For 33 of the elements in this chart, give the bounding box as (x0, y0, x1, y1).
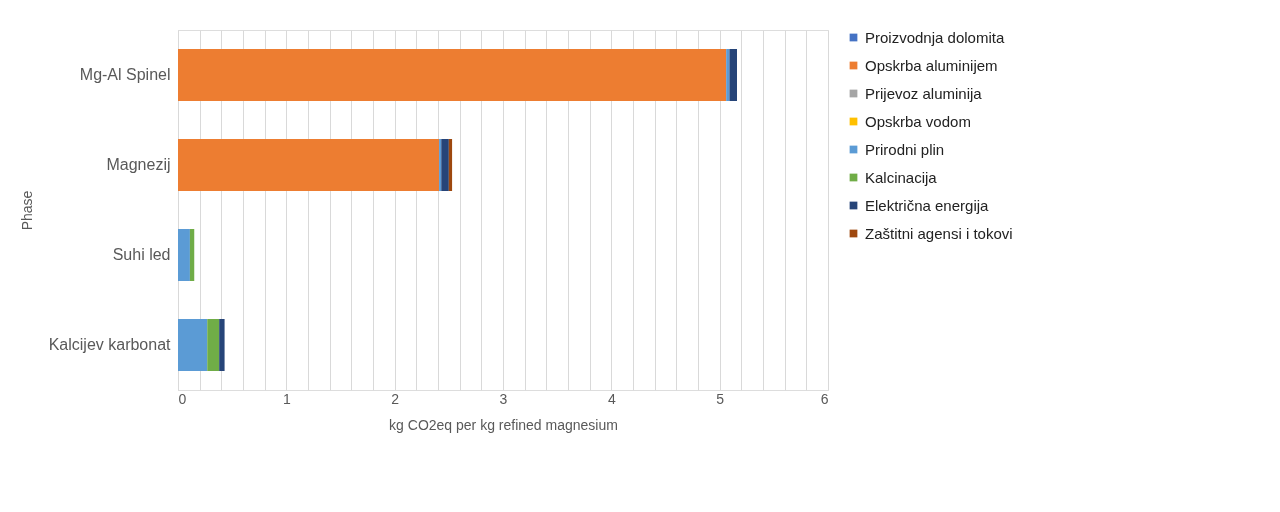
x-tick-label: 2 (391, 390, 400, 407)
legend-label: Proizvodnja dolomita (865, 28, 1005, 46)
bar (178, 139, 440, 191)
bar (178, 319, 208, 371)
bar (219, 319, 225, 371)
legend-label: Opskrba vodom (865, 112, 971, 130)
bar (729, 49, 737, 101)
bar (207, 319, 220, 371)
bar (178, 49, 727, 101)
legend-label: Prijevoz aluminija (865, 84, 983, 102)
legend-label: Prirodni plin (865, 140, 945, 158)
legend-label: Zaštitni agensi i tokovi (865, 224, 1013, 242)
y-tick-label: Magnezij (106, 156, 171, 173)
x-tick-label: 1 (282, 390, 291, 407)
x-tick-label: 4 (607, 390, 616, 407)
x-tick-label: 0 (178, 390, 187, 407)
bar (726, 49, 730, 101)
x-tick-label: 3 (499, 390, 508, 407)
y-axis-title: Phase (18, 190, 35, 231)
bar (439, 139, 442, 191)
x-tick-label: 5 (716, 390, 725, 407)
legend-label: Električna energija (865, 196, 990, 214)
y-tick-label: Kalcijev karbonat (48, 336, 172, 353)
bar (189, 229, 195, 281)
legend-label: Kalcinacija (865, 168, 938, 186)
x-tick-label: 6 (820, 390, 829, 407)
y-tick-label: Mg-Al Spinel (79, 66, 171, 83)
x-axis-title: kg CO2eq per kg refined magnesium (389, 416, 618, 433)
legend-label: Opskrba aluminijem (865, 56, 998, 74)
bar (178, 229, 190, 281)
bar (448, 139, 453, 191)
y-tick-label: Suhi led (112, 246, 171, 263)
bar (441, 139, 449, 191)
